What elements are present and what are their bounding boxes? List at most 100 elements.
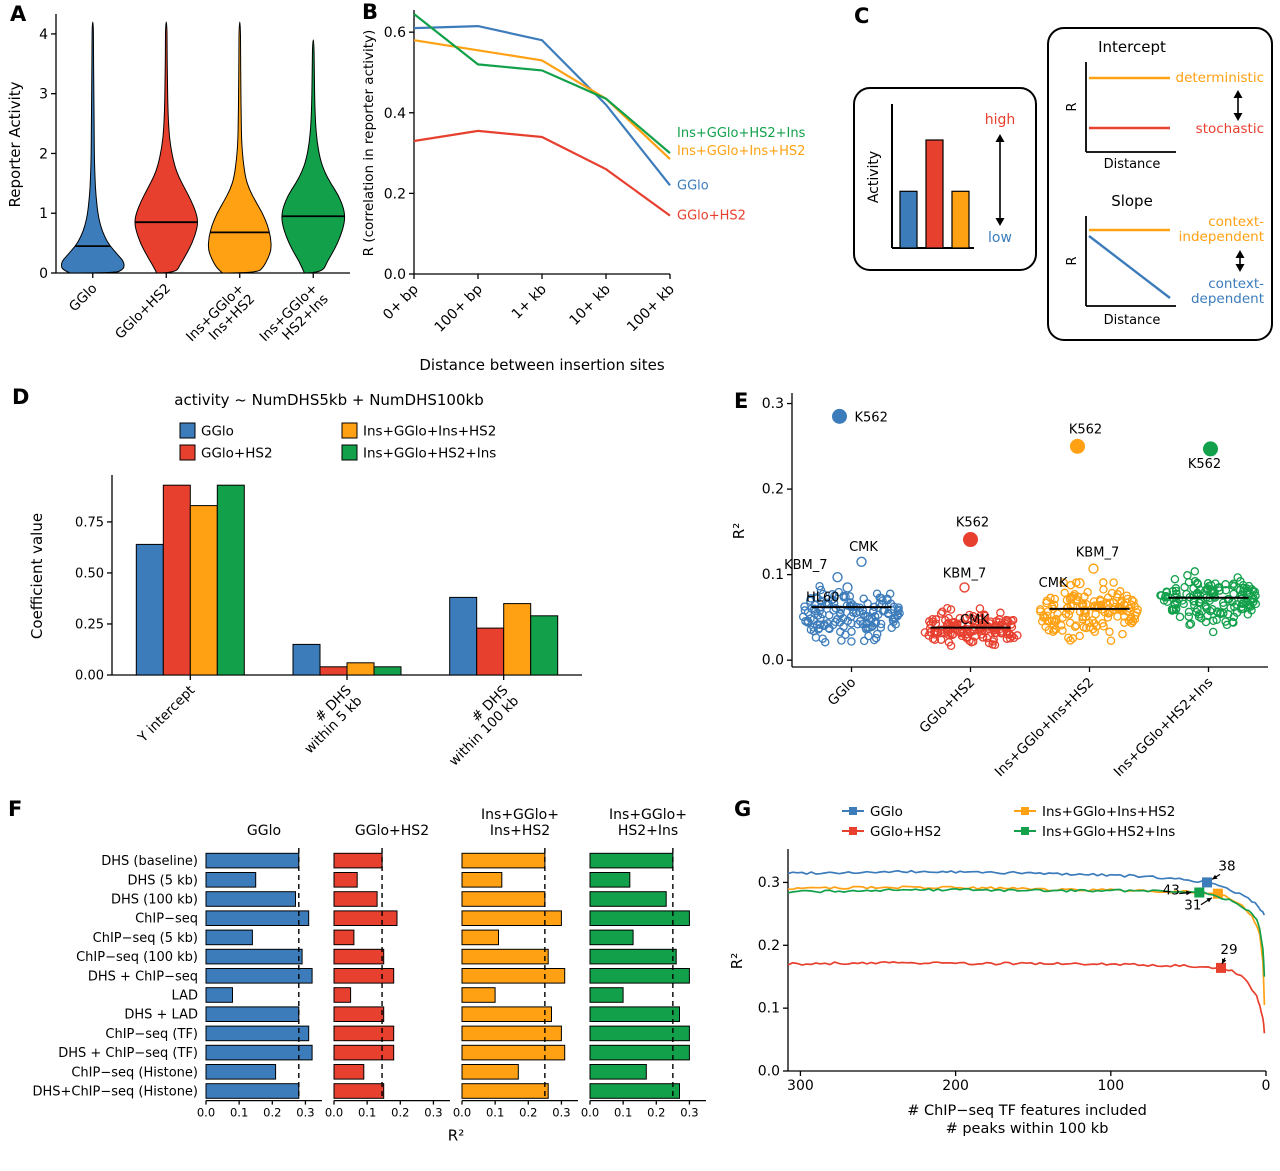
svg-text:1+ kb: 1+ kb (509, 281, 550, 322)
panel-g-label: G (734, 797, 752, 821)
svg-text:0.50: 0.50 (75, 566, 104, 581)
svg-text:context-independent: context-independent (1179, 214, 1264, 245)
svg-text:Ins+GGlo+Ins+HS2: Ins+GGlo+Ins+HS2 (677, 144, 805, 159)
svg-text:CMK: CMK (1039, 576, 1068, 591)
svg-text:3: 3 (39, 87, 48, 103)
svg-text:0.2: 0.2 (384, 186, 406, 202)
panel-b-label: B (362, 0, 379, 24)
svg-text:low: low (988, 230, 1012, 246)
panel-e-label: E (734, 389, 749, 413)
svg-text:0+ bp: 0+ bp (380, 281, 422, 323)
svg-text:R: R (1065, 102, 1080, 111)
svg-text:R²: R² (730, 523, 748, 539)
svg-text:K562: K562 (855, 410, 888, 425)
panel-d-grouped-bar-chart: activity ~ NumDHS5kb + NumDHS100kb GGlo GG… (28, 391, 582, 770)
svg-text:CMK: CMK (849, 540, 878, 555)
svg-text:Y intercept: Y intercept (134, 683, 198, 747)
svg-text:0.3: 0.3 (296, 1106, 314, 1120)
panel-c: C Activity high low Intercept deterministic s… (840, 0, 1280, 352)
svg-text:Ins+HS2: Ins+HS2 (490, 823, 550, 839)
svg-text:Ins+GGlo+Ins+HS2: Ins+GGlo+Ins+HS2 (183, 281, 258, 356)
svg-text:ChIP−seq (TF): ChIP−seq (TF) (105, 1027, 198, 1042)
svg-text:0.1: 0.1 (614, 1106, 632, 1120)
svg-text:0.3: 0.3 (680, 1106, 698, 1120)
svg-text:GGlo: GGlo (870, 804, 903, 820)
panel-f: F DHS (baseline) DHS (5 kb) DHS (100 kb) Ch… (2, 793, 720, 1171)
panel-a-label: A (10, 2, 27, 26)
svg-text:0.1: 0.1 (762, 567, 784, 583)
svg-text:Ins+GGlo+: Ins+GGlo+ (481, 807, 559, 823)
svg-text:0.0: 0.0 (758, 1064, 780, 1080)
svg-text:0.6: 0.6 (384, 25, 406, 41)
svg-text:Ins+GGlo+: Ins+GGlo+ (609, 807, 687, 823)
svg-text:300: 300 (787, 1078, 814, 1094)
svg-text:43: 43 (1163, 882, 1180, 898)
svg-text:Ins+GGlo+HS2+Ins: Ins+GGlo+HS2+Ins (677, 126, 806, 141)
svg-text:0.3: 0.3 (424, 1106, 442, 1120)
svg-text:ChIP−seq (5 kb): ChIP−seq (5 kb) (93, 931, 198, 946)
panel-b: B 0.0 0.2 0.4 0.6 0+ bp 100+ bp 1+ kb 10+ kb 100… (358, 0, 806, 378)
svg-text:0.0: 0.0 (325, 1106, 343, 1120)
svg-text:activity ~ NumDHS5kb + NumDHS1: activity ~ NumDHS5kb + NumDHS100kb (174, 391, 483, 409)
svg-text:0.2: 0.2 (758, 938, 780, 954)
svg-text:context-dependent: context-dependent (1191, 276, 1264, 307)
svg-text:DHS + ChIP−seq (TF): DHS + ChIP−seq (TF) (58, 1046, 198, 1061)
svg-text:0.3: 0.3 (762, 396, 784, 412)
svg-text:# DHSwithin 100 kb: # DHSwithin 100 kb (435, 683, 522, 770)
svg-text:100+ kb: 100+ kb (624, 281, 678, 335)
svg-text:K562: K562 (1188, 457, 1221, 472)
svg-text:0.0: 0.0 (762, 653, 784, 669)
svg-text:0.4: 0.4 (384, 106, 406, 122)
svg-text:R: R (1065, 256, 1080, 265)
svg-text:HL60: HL60 (806, 590, 840, 605)
svg-text:Ins+GGlo+HS2+Ins: Ins+GGlo+HS2+Ins (1042, 824, 1175, 840)
svg-text:0.2: 0.2 (519, 1106, 537, 1120)
svg-text:deterministic: deterministic (1176, 70, 1265, 86)
svg-text:4: 4 (39, 27, 48, 43)
svg-text:LAD: LAD (172, 989, 198, 1004)
svg-text:high: high (985, 112, 1016, 128)
svg-text:31: 31 (1184, 898, 1201, 914)
svg-text:GGlo+HS2: GGlo+HS2 (355, 823, 429, 839)
svg-text:GGlo+HS2: GGlo+HS2 (870, 824, 942, 840)
svg-text:0.3: 0.3 (552, 1106, 570, 1120)
svg-text:GGlo+HS2: GGlo+HS2 (112, 281, 174, 343)
svg-text:0.75: 0.75 (75, 515, 104, 530)
svg-text:Slope: Slope (1111, 192, 1153, 210)
svg-text:GGlo+HS2: GGlo+HS2 (916, 675, 978, 737)
svg-text:100+ bp: 100+ bp (432, 281, 486, 335)
svg-text:38: 38 (1218, 858, 1235, 874)
panel-d-label: D (12, 385, 30, 409)
svg-text:0.00: 0.00 (75, 669, 104, 684)
svg-text:HS2+Ins: HS2+Ins (618, 823, 678, 839)
panel-g: G GGlo GGlo+HS2 Ins+GGlo+Ins+HS2 Ins+GGlo+H… (722, 793, 1280, 1171)
panel-e-jitter-chart: 0.0 0.1 0.2 0.3 R² K562 CMK KBM_7 HL60 GGlo K562 KB… (730, 393, 1268, 781)
svg-text:K562: K562 (1069, 422, 1102, 437)
svg-text:0.1: 0.1 (358, 1106, 376, 1120)
panel-e: E 0.0 0.1 0.2 0.3 R² K562 CMK KBM_7 HL60 GGlo K562… (722, 383, 1280, 788)
svg-text:Ins+GGlo+Ins+HS2: Ins+GGlo+Ins+HS2 (992, 675, 1098, 781)
svg-text:0.2: 0.2 (762, 482, 784, 498)
svg-text:GGlo: GGlo (201, 424, 234, 440)
panel-c-schematic: Activity high low Intercept deterministic sto… (853, 27, 1273, 341)
svg-text:Ins+GGlo+HS2+Ins: Ins+GGlo+HS2+Ins (257, 281, 332, 356)
svg-text:29: 29 (1220, 942, 1237, 958)
svg-text:GGlo: GGlo (66, 281, 101, 316)
svg-text:GGlo+HS2: GGlo+HS2 (677, 209, 746, 224)
panel-f-label: F (8, 797, 23, 821)
svg-text:0.2: 0.2 (391, 1106, 409, 1120)
svg-text:100: 100 (1097, 1078, 1124, 1094)
svg-text:Ins+GGlo+HS2+Ins: Ins+GGlo+HS2+Ins (363, 446, 496, 462)
panel-b-line-chart: 0.0 0.2 0.4 0.6 0+ bp 100+ bp 1+ kb 10+ kb 100+ … (361, 10, 806, 374)
svg-text:GGlo: GGlo (247, 823, 281, 839)
svg-text:stochastic: stochastic (1196, 121, 1264, 137)
svg-text:0.3: 0.3 (758, 875, 780, 891)
svg-text:0.0: 0.0 (384, 267, 406, 283)
svg-text:ChIP−seq: ChIP−seq (135, 912, 198, 927)
panel-a: A 0 1 2 3 4 Reporter Activity GGlo GGlo+HS2 Ins+… (6, 2, 358, 377)
svg-text:R²: R² (728, 953, 746, 969)
svg-text:GGlo: GGlo (825, 675, 860, 710)
svg-text:0.0: 0.0 (581, 1106, 599, 1120)
